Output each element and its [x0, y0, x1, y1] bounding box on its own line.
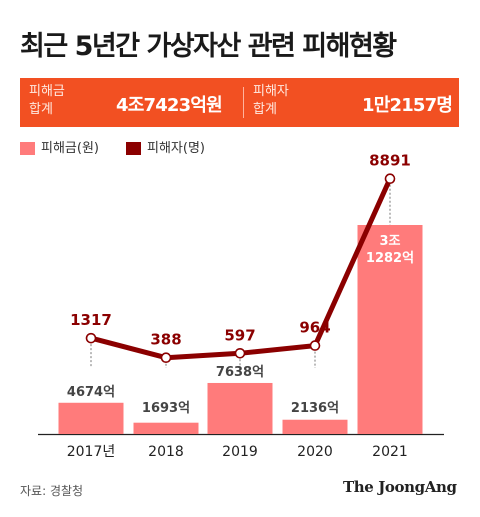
summary-banner: 피해금 합계 4조7423억원 피해자 합계 1만2157명: [20, 78, 459, 127]
victims-point-3: [309, 340, 321, 351]
victims-label-2: 597: [224, 326, 255, 344]
x-tick-label-0: 2017년: [67, 444, 116, 460]
amount-total: 피해금 합계 4조7423억원: [20, 78, 243, 127]
victims-point-4: [384, 173, 396, 184]
bar-label-0: 4674억: [67, 385, 115, 400]
victims-total: 피해자 합계 1만2157명: [244, 78, 459, 127]
victims-total-label: 피해자 합계: [253, 84, 289, 117]
bar-label-2: 7638억: [216, 365, 264, 380]
bar-label-1: 1693억: [142, 401, 190, 416]
chart-title: 최근 5년간 가상자산 관련 피해현황: [20, 31, 397, 62]
bar-1: [133, 422, 199, 434]
victims-label-4: 8891: [369, 152, 411, 170]
legend-victims-label: 피해자(명): [147, 141, 205, 156]
victims-total-value: 1만2157명: [362, 95, 453, 116]
bar-0: [58, 402, 124, 434]
bar-4: [357, 225, 423, 434]
x-tick-label-3: 2020: [297, 444, 333, 460]
summary-divider: [243, 87, 244, 118]
victims-point-0: [85, 332, 97, 344]
x-tick-label-2: 2019: [222, 444, 258, 460]
victims-label-1: 388: [150, 331, 181, 349]
legend-victims-swatch: [126, 142, 141, 155]
legend-amount-label: 피해금(원): [41, 141, 99, 156]
amount-total-value: 4조7423억원: [116, 95, 223, 116]
bar-3: [282, 419, 348, 434]
legend-amount-swatch: [20, 142, 35, 155]
x-tick-label-1: 2018: [148, 444, 184, 460]
amount-total-label: 피해금 합계: [29, 84, 65, 117]
bar-label-3: 2136억: [291, 401, 339, 416]
x-tick-label-4: 2021: [372, 444, 408, 460]
victims-point-2: [234, 348, 246, 359]
victims-point-1: [160, 352, 172, 364]
bar-label-4: 3조 1282억: [366, 234, 414, 266]
bar-2: [207, 382, 273, 434]
brand-logo: The JoongAng: [343, 478, 457, 496]
victims-label-3: 964: [299, 319, 330, 337]
source-note: 자료: 경찰청: [20, 484, 84, 498]
victims-label-0: 1317: [70, 311, 112, 329]
